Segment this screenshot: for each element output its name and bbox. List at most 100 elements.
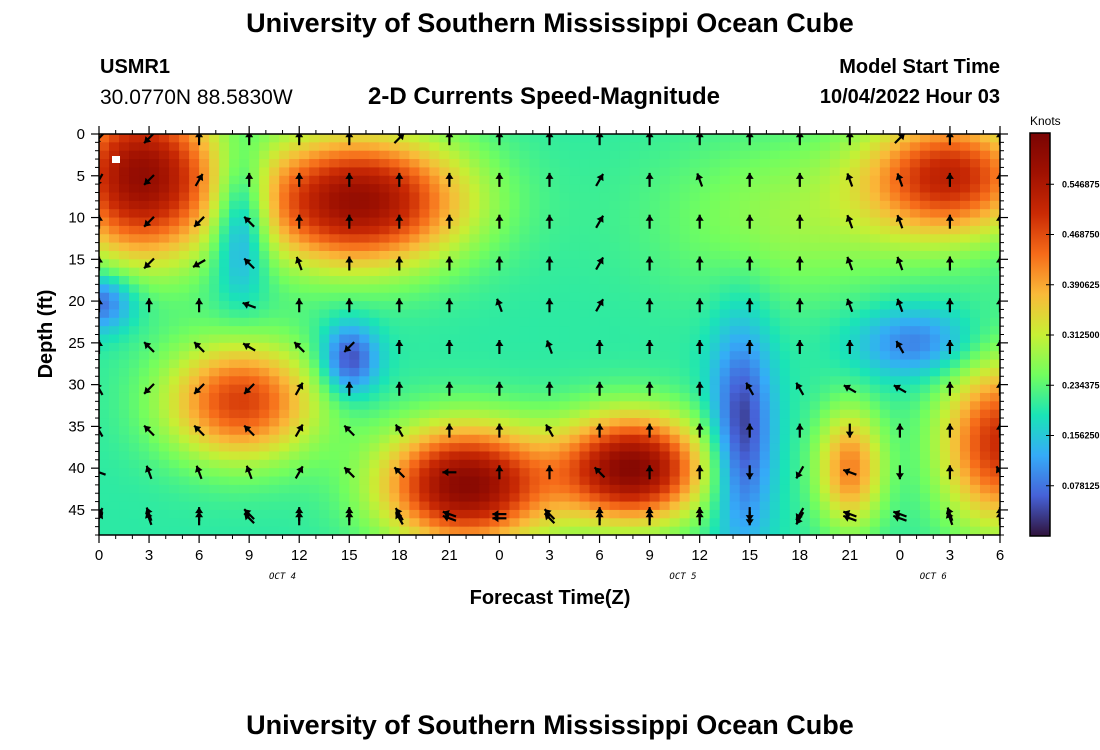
heat-cell bbox=[539, 501, 551, 511]
heat-cell bbox=[179, 200, 190, 210]
heat-cell bbox=[159, 292, 170, 302]
heat-cell bbox=[939, 351, 951, 361]
heat-cell bbox=[779, 476, 791, 486]
heat-cell bbox=[459, 376, 471, 386]
heat-cell bbox=[209, 242, 220, 252]
heat-cell bbox=[269, 351, 280, 361]
heat-cell bbox=[739, 200, 751, 210]
heat-cell bbox=[549, 284, 561, 294]
heat-cell bbox=[109, 317, 120, 327]
heat-cell bbox=[989, 209, 1000, 219]
heat-cell bbox=[679, 284, 691, 294]
heat-cell bbox=[889, 142, 901, 152]
heat-cell bbox=[809, 501, 821, 511]
heat-cell bbox=[959, 342, 971, 352]
arrow-head bbox=[296, 466, 304, 474]
heat-cell bbox=[949, 334, 961, 344]
heat-cell bbox=[229, 192, 240, 202]
heat-cell bbox=[109, 301, 120, 311]
heat-cell bbox=[429, 200, 440, 210]
heat-cell bbox=[859, 292, 871, 302]
heat-cell bbox=[559, 326, 571, 336]
heat-cell bbox=[899, 334, 911, 344]
heat-cell bbox=[409, 359, 420, 369]
heat-cell bbox=[289, 518, 300, 528]
heat-cell bbox=[749, 184, 761, 194]
heat-cell bbox=[269, 326, 280, 336]
heat-cell bbox=[199, 501, 210, 511]
heat-cell bbox=[829, 301, 841, 311]
heat-cell bbox=[329, 434, 340, 444]
heat-cell bbox=[439, 200, 450, 210]
heat-cell bbox=[369, 142, 380, 152]
heat-cell bbox=[729, 434, 741, 444]
heat-cell bbox=[369, 468, 380, 478]
heat-cell bbox=[389, 509, 400, 519]
heat-cell bbox=[589, 234, 601, 244]
heat-cell bbox=[549, 459, 561, 469]
heat-cell bbox=[449, 334, 460, 344]
heat-cell bbox=[319, 142, 330, 152]
heat-cell bbox=[979, 367, 991, 377]
heat-cell bbox=[969, 334, 981, 344]
heat-cell bbox=[569, 150, 581, 160]
heat-cell bbox=[129, 150, 140, 160]
current-arrow bbox=[495, 381, 504, 396]
heat-cell bbox=[639, 484, 651, 494]
arrow-head bbox=[845, 340, 854, 346]
arrow-head bbox=[492, 514, 499, 523]
heat-cell bbox=[169, 434, 180, 444]
heat-cell bbox=[549, 367, 561, 377]
heat-cell bbox=[769, 317, 781, 327]
heat-cell bbox=[289, 292, 300, 302]
heat-cell bbox=[249, 359, 260, 369]
heat-cell bbox=[229, 267, 240, 277]
heat-cell bbox=[459, 468, 471, 478]
heat-cell bbox=[859, 392, 871, 402]
heat-cell bbox=[749, 200, 761, 210]
heat-cell bbox=[449, 167, 460, 177]
heat-cell bbox=[789, 301, 801, 311]
heat-cell bbox=[709, 192, 721, 202]
heat-cell bbox=[679, 359, 691, 369]
heat-cell bbox=[169, 234, 180, 244]
heat-cell bbox=[459, 301, 471, 311]
heat-cell bbox=[499, 392, 511, 402]
heat-cell bbox=[859, 484, 871, 494]
heat-cell bbox=[409, 167, 420, 177]
heat-cell bbox=[919, 367, 931, 377]
arrow-head bbox=[295, 172, 304, 179]
heat-cell bbox=[529, 468, 541, 478]
arrow-head bbox=[445, 172, 454, 179]
heat-cell bbox=[809, 334, 821, 344]
heat-cell bbox=[679, 443, 691, 453]
heat-cell bbox=[289, 184, 300, 194]
heat-cell bbox=[419, 501, 430, 511]
heat-cell bbox=[769, 167, 781, 177]
heat-cell bbox=[959, 518, 971, 528]
heat-cell bbox=[309, 267, 320, 277]
heat-cell bbox=[669, 142, 681, 152]
heat-cell bbox=[239, 518, 250, 528]
heat-cell bbox=[469, 267, 481, 277]
heat-cell bbox=[419, 209, 430, 219]
heat-cell bbox=[839, 326, 851, 336]
heat-cell bbox=[759, 326, 771, 336]
heat-cell bbox=[669, 476, 681, 486]
heat-cell bbox=[529, 159, 541, 169]
heat-cell bbox=[749, 225, 761, 235]
arrow-head bbox=[945, 256, 954, 263]
heat-cell bbox=[269, 476, 280, 486]
heat-cell bbox=[319, 468, 330, 478]
heat-cell bbox=[749, 250, 761, 260]
heat-cell bbox=[279, 142, 290, 152]
heat-cell bbox=[899, 276, 911, 285]
heat-cell bbox=[919, 351, 931, 361]
heat-cell bbox=[349, 334, 360, 344]
heat-cell bbox=[819, 200, 831, 210]
heat-cell bbox=[579, 301, 591, 311]
heat-cell bbox=[399, 342, 410, 352]
heat-cell bbox=[969, 167, 981, 177]
heat-cell bbox=[109, 518, 120, 528]
heat-cell bbox=[389, 484, 400, 494]
